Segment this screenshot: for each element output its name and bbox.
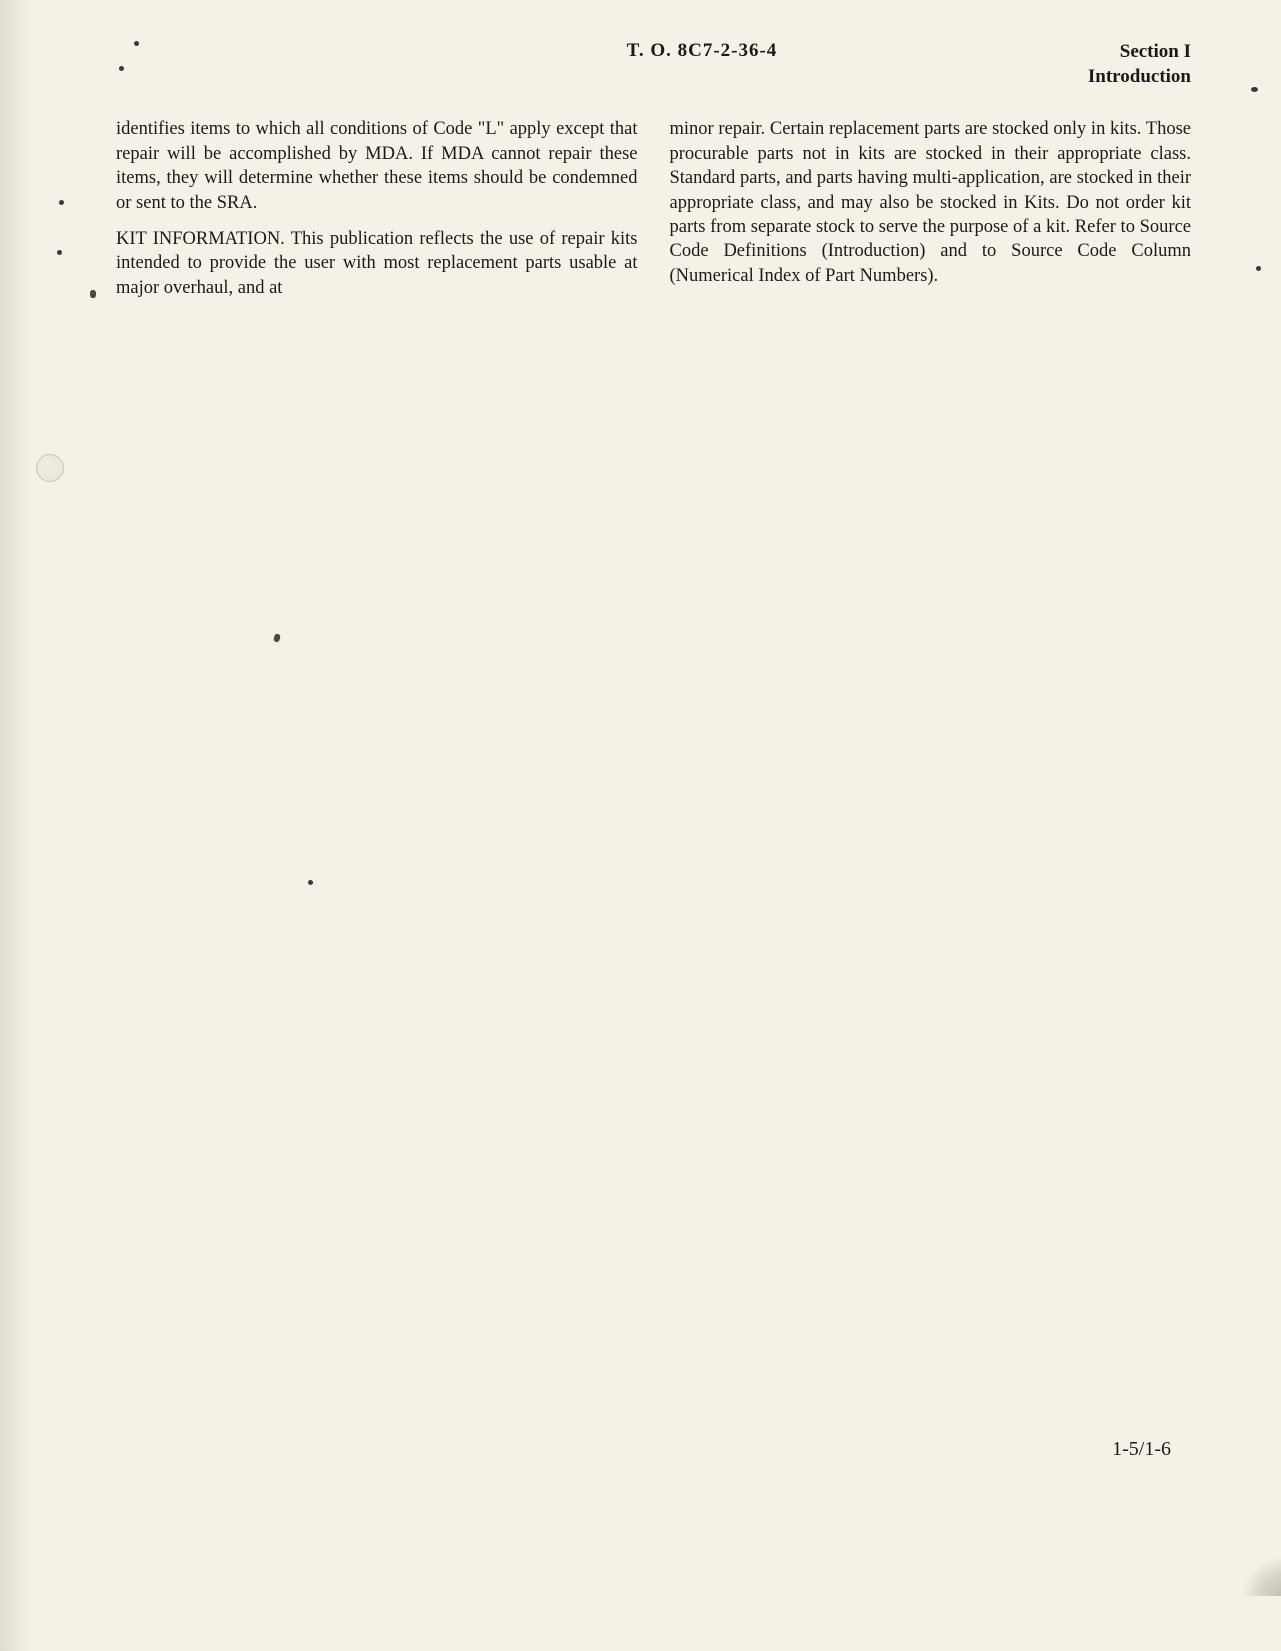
punch-hole bbox=[36, 454, 64, 482]
section-info: Section I Introduction bbox=[1088, 40, 1191, 89]
paragraph: minor repair. Certain replacement parts … bbox=[670, 117, 1192, 288]
page-edge-shadow bbox=[0, 0, 30, 1651]
content-area: identifies items to which all conditions… bbox=[0, 89, 1281, 312]
document-number: T. O. 8C7-2-36-4 bbox=[116, 40, 1088, 62]
page-curl bbox=[1241, 1556, 1281, 1596]
scan-artifact bbox=[57, 250, 62, 255]
scan-artifact bbox=[308, 880, 313, 885]
right-column: minor repair. Certain replacement parts … bbox=[670, 117, 1192, 312]
scan-artifact bbox=[134, 41, 139, 46]
paragraph: identifies items to which all conditions… bbox=[116, 117, 638, 215]
left-column: identifies items to which all conditions… bbox=[116, 117, 638, 312]
scan-artifact bbox=[1251, 87, 1258, 92]
section-label: Section I bbox=[1088, 40, 1191, 65]
scan-artifact bbox=[273, 633, 281, 642]
scan-artifact bbox=[119, 66, 124, 71]
document-page: T. O. 8C7-2-36-4 Section I Introduction … bbox=[0, 0, 1281, 1651]
page-number: 1-5/1-6 bbox=[1112, 1438, 1171, 1461]
scan-artifact bbox=[59, 200, 64, 205]
scan-artifact bbox=[90, 290, 96, 298]
paragraph: KIT INFORMATION. This publication reflec… bbox=[116, 227, 638, 300]
section-name: Introduction bbox=[1088, 65, 1191, 90]
page-header: T. O. 8C7-2-36-4 Section I Introduction bbox=[0, 0, 1281, 89]
scan-artifact bbox=[1256, 266, 1261, 271]
